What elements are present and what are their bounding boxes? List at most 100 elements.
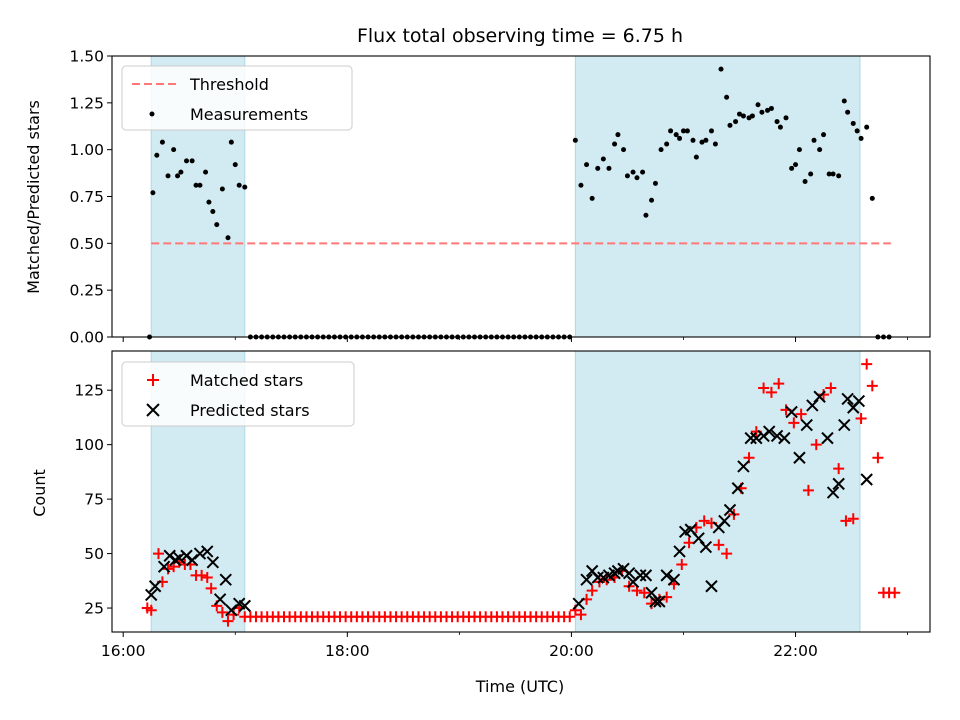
measurements-point [615,132,621,138]
predicted-stars-point [193,547,207,560]
measurements-point [612,141,618,147]
predicted-stars-point [219,573,232,586]
measurements-point [733,119,739,125]
measurements-point [724,94,730,100]
measurements-point [759,109,765,115]
matched-stars-point [810,439,822,451]
predicted-stars-point [832,477,845,491]
measurements-point [693,154,699,160]
bottom-y-tick-label: 50 [84,545,104,563]
measurements-point [703,137,709,143]
matched-stars-point [162,563,174,575]
measurements-point [740,113,746,119]
matched-stars-point [201,572,213,584]
predicted-stars-point [667,573,681,586]
predicted-stars-point [800,418,813,432]
measurements-point [668,128,674,134]
matched-stars-point [638,587,650,599]
measurements-point [836,173,842,179]
predicted-stars-point [778,431,791,445]
predicted-stars-point [201,545,214,558]
predicted-stars-point [718,514,731,528]
matched-stars-point [847,513,859,525]
bottom-y-tick-label: 125 [74,382,104,400]
measurements-point [578,182,584,188]
legend-threshold-label: Threshold [189,75,269,94]
x-tick-label: 16:00 [101,642,146,660]
top-y-tick-label: 0.00 [69,329,104,347]
measurements-point [589,195,595,201]
top-y-tick-label: 1.50 [69,48,104,66]
predicted-stars-point [634,569,647,582]
measurements-point [768,105,774,111]
predicted-stars-point [673,545,686,558]
measurements-point [197,182,203,188]
top-y-tick-label: 1.00 [69,141,104,159]
predicted-stars-point [649,595,662,608]
measurements-point [755,102,761,108]
measurements-point [845,109,851,115]
top-legend-box [121,65,353,131]
legend-predicted-swatch [146,403,160,417]
measurements-point [777,124,783,130]
matched-stars-point [676,558,688,570]
bottom-y-axis-label: Count [30,469,49,517]
measurements-point [841,98,847,104]
measurements-point [150,190,156,196]
top-legend: Threshold Measurements [121,65,353,131]
measurements-point [210,208,216,214]
measurements-point [830,171,836,177]
top-y-tick-label: 0.75 [69,188,104,206]
matched-stars-point [196,569,208,581]
matched-stars-point [872,452,884,464]
predicted-stars-point [699,540,713,554]
measurements-point [634,175,640,181]
legend-measurements-swatch [149,111,155,117]
matched-stars-series [141,358,901,627]
matched-stars-point [802,484,814,496]
measurements-point [203,169,209,175]
predicted-stars-point [653,595,666,608]
measurements-point [854,128,860,134]
measurements-point [850,120,856,126]
matched-stars-point [788,417,800,429]
predicted-stars-point [731,482,745,495]
measurements-point [811,137,817,143]
matched-stars-point [721,548,733,560]
predicted-stars-point [852,394,866,408]
legend-matched-label: Matched stars [190,371,303,390]
measurements-point [718,66,724,72]
measurements-point [621,147,627,153]
x-tick-label: 20:00 [549,642,594,660]
matched-stars-point [889,587,901,599]
matched-stars-point [683,537,695,549]
top-y-tick-label: 0.50 [69,235,104,253]
measurements-point [796,147,802,153]
measurements-point [193,182,199,188]
measurements-point [595,165,601,171]
chart-title: Flux total observing time = 6.75 h [357,25,683,47]
predicted-stars-point [813,390,826,403]
predicted-stars-point [806,399,819,412]
measurements-point [236,182,242,188]
matched-stars-point [205,582,217,594]
measurements-point [175,173,181,179]
measurements-point [712,141,718,147]
measurements-point [572,137,578,143]
measurements-point [826,171,832,177]
legend-measurements-label: Measurements [190,105,308,124]
matched-stars-point [145,604,157,616]
predicted-stars-point [785,405,798,419]
predicted-stars-point [145,588,158,602]
predicted-stars-point [206,556,220,569]
matched-stars-point [646,598,658,610]
top-y-tick-label: 0.25 [69,282,104,300]
matched-stars-point [765,386,777,398]
predicted-stars-point [744,431,757,445]
predicted-stars-point [821,431,834,445]
predicted-stars-point [580,573,593,586]
predicted-stars-point [660,569,673,582]
predicted-stars-point [639,569,653,582]
measurements-point [228,139,234,145]
